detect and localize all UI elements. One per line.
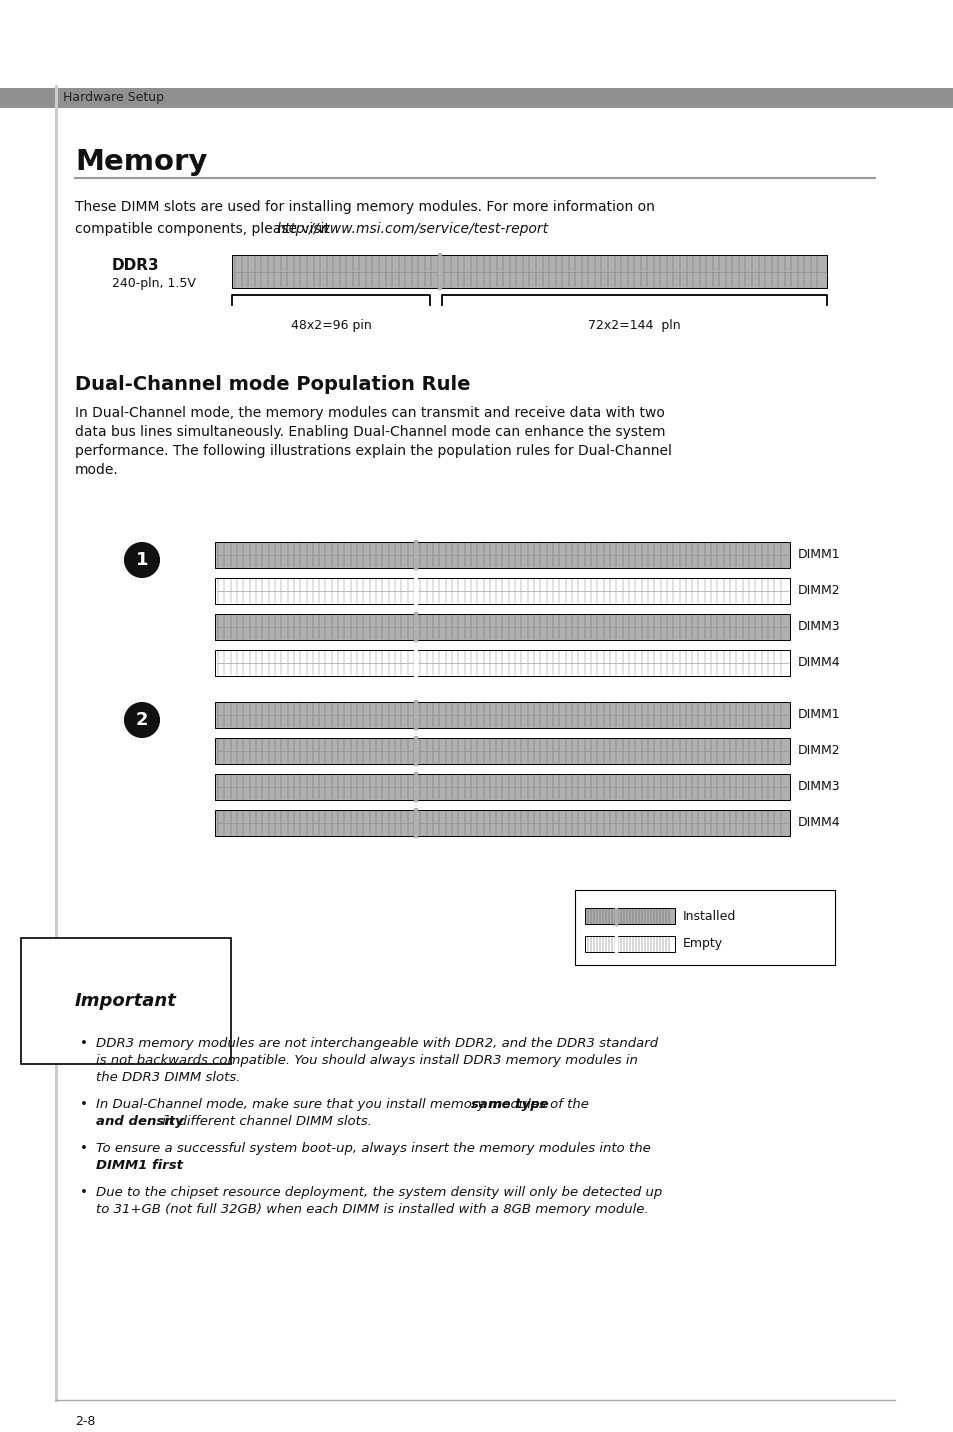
Text: 2-8: 2-8 [75,1415,95,1428]
Bar [214,811,789,836]
Bar [575,891,834,965]
Text: performance. The following illustrations explain the population rules for Dual-C: performance. The following illustrations… [75,444,671,458]
Bar [55,84,58,1402]
Text: compatible components, please visit: compatible components, please visit [75,222,334,236]
Text: mode.: mode. [75,463,118,477]
Bar [214,775,789,800]
Text: the DDR3 DIMM slots.: the DDR3 DIMM slots. [96,1071,240,1084]
Text: These DIMM slots are used for installing memory modules. For more information on: These DIMM slots are used for installing… [75,200,654,213]
Text: Hardware Setup: Hardware Setup [63,92,164,105]
Text: DIMM3: DIMM3 [797,620,840,633]
Text: is not backwards compatible. You should always install DDR3 memory modules in: is not backwards compatible. You should … [96,1054,638,1067]
Text: In Dual-Channel mode, the memory modules can transmit and receive data with two: In Dual-Channel mode, the memory modules… [75,407,664,420]
Text: 1: 1 [135,551,148,569]
Text: DDR3 memory modules are not interchangeable with DDR2, and the DDR3 standard: DDR3 memory modules are not interchangea… [96,1037,658,1050]
Text: DIMM4: DIMM4 [797,656,840,670]
Bar [232,255,826,288]
Bar [214,579,789,604]
Text: 48x2=96 pin: 48x2=96 pin [291,319,371,332]
Bar [214,737,789,765]
Text: 2: 2 [135,712,148,729]
Text: DIMM1: DIMM1 [797,548,840,561]
Circle shape [125,703,159,737]
Text: DIMM1 first: DIMM1 first [96,1158,183,1171]
Text: Dual-Channel mode Population Rule: Dual-Channel mode Population Rule [75,375,470,394]
Bar [214,614,789,640]
Text: in different channel DIMM slots.: in different channel DIMM slots. [157,1116,372,1128]
Text: to 31+GB (not full 32GB) when each DIMM is installed with a 8GB memory module.: to 31+GB (not full 32GB) when each DIMM … [96,1203,648,1216]
Bar [0,87,953,107]
Bar [584,937,675,952]
Text: DDR3: DDR3 [112,258,159,274]
Text: 240-pln, 1.5V: 240-pln, 1.5V [112,276,195,291]
Text: Empty: Empty [682,938,722,951]
Text: •: • [80,1037,88,1050]
Bar [214,702,789,727]
Text: Memory: Memory [75,147,207,176]
Text: .: . [157,1158,162,1171]
Text: DIMM1: DIMM1 [797,709,840,722]
Bar [584,908,675,924]
Text: Due to the chipset resource deployment, the system density will only be detected: Due to the chipset resource deployment, … [96,1186,661,1199]
Text: DIMM3: DIMM3 [797,780,840,793]
Circle shape [125,543,159,577]
Text: •: • [80,1098,88,1111]
Text: To ensure a successful system boot-up, always insert the memory modules into the: To ensure a successful system boot-up, a… [96,1141,650,1156]
Text: In Dual-Channel mode, make sure that you install memory modules of the: In Dual-Channel mode, make sure that you… [96,1098,593,1111]
Bar [214,541,789,569]
Text: DIMM4: DIMM4 [797,816,840,829]
Text: data bus lines simultaneously. Enabling Dual-Channel mode can enhance the system: data bus lines simultaneously. Enabling … [75,425,665,440]
Text: Important: Important [75,992,176,1010]
Text: •: • [80,1141,88,1156]
Text: DIMM2: DIMM2 [797,745,840,758]
Text: and density: and density [96,1116,184,1128]
Text: DIMM2: DIMM2 [797,584,840,597]
Text: •: • [80,1186,88,1199]
Text: same type: same type [471,1098,548,1111]
Bar [214,650,789,676]
Text: http://www.msi.com/service/test-report: http://www.msi.com/service/test-report [276,222,548,236]
Text: 72x2=144  pln: 72x2=144 pln [588,319,680,332]
Text: Installed: Installed [682,909,736,922]
